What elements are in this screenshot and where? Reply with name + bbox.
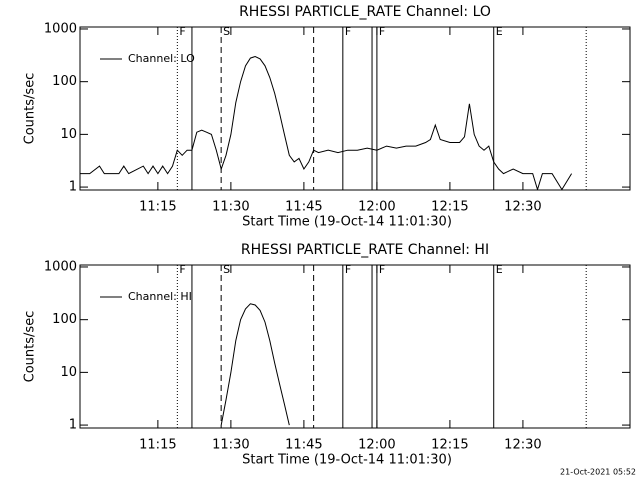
- y-tick-label: 1: [69, 418, 77, 433]
- y-tick-label: 100: [52, 312, 77, 327]
- x-tick-label: 12:30: [504, 438, 541, 453]
- event-label: S: [223, 25, 230, 38]
- y-tick-label: 1000: [44, 259, 77, 274]
- y-tick-label: 10: [60, 365, 77, 380]
- x-axis-label: Start Time (19-Oct-14 11:01:30): [242, 215, 452, 230]
- plot-frame: [79, 26, 631, 191]
- event-label: S: [223, 263, 230, 276]
- event-label: E: [496, 25, 503, 38]
- x-tick-label: 12:15: [431, 200, 468, 215]
- x-tick-label: 11:15: [139, 200, 176, 215]
- data-line: [220, 303, 290, 426]
- x-tick-label: 11:30: [212, 438, 249, 453]
- legend-label: Channel: HI: [128, 290, 192, 303]
- event-label: E: [496, 263, 503, 276]
- data-line: [80, 55, 573, 190]
- event-label: F: [379, 25, 385, 38]
- event-label: F: [179, 263, 185, 276]
- x-tick-label: 11:15: [139, 438, 176, 453]
- footer: 21-Oct-2021 05:52: [560, 468, 636, 477]
- chart-title: RHESSI PARTICLE_RATE Channel: HI: [241, 242, 489, 258]
- y-axis-label: Counts/sec: [23, 73, 38, 145]
- y-axis-label: Counts/sec: [23, 311, 38, 383]
- y-tick-label: 10: [60, 127, 77, 142]
- chart-title: RHESSI PARTICLE_RATE Channel: LO: [239, 4, 491, 20]
- plot-frame: [79, 264, 631, 429]
- x-tick-label: 11:30: [212, 200, 249, 215]
- y-tick-label: 100: [52, 74, 77, 89]
- x-axis-label: Start Time (19-Oct-14 11:01:30): [242, 453, 452, 468]
- x-tick-label: 12:00: [358, 200, 395, 215]
- y-tick-label: 1000: [44, 21, 77, 36]
- event-label: F: [379, 263, 385, 276]
- x-tick-label: 11:45: [285, 200, 322, 215]
- x-tick-label: 12:00: [358, 438, 395, 453]
- event-label: F: [179, 25, 185, 38]
- x-tick-label: 11:45: [285, 438, 322, 453]
- event-label: F: [345, 263, 351, 276]
- x-tick-label: 12:30: [504, 200, 541, 215]
- plot-area: [80, 55, 573, 190]
- legend-label: Channel: LO: [128, 52, 195, 65]
- event-label: F: [345, 25, 351, 38]
- plot-area: [220, 303, 290, 426]
- y-tick-label: 1: [69, 180, 77, 195]
- x-tick-label: 12:15: [431, 438, 468, 453]
